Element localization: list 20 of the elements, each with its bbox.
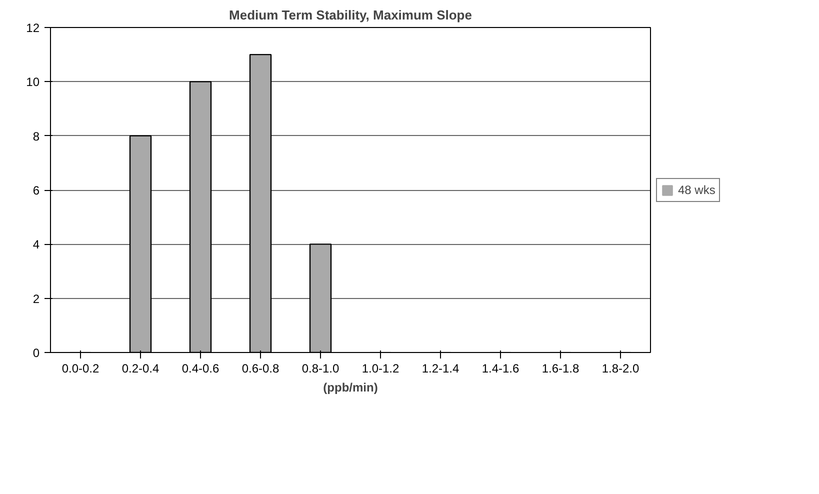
chart-title: Medium Term Stability, Maximum Slope xyxy=(229,8,472,22)
x-tick-label: 1.2-1.4 xyxy=(422,362,460,376)
x-axis-title: (ppb/min) xyxy=(323,380,378,394)
legend-label: 48 wks xyxy=(678,182,716,196)
y-tick-label: 8 xyxy=(32,129,40,144)
x-tick-label: 1.0-1.2 xyxy=(362,362,400,376)
y-tick-label: 0 xyxy=(32,346,40,360)
y-tick-label: 6 xyxy=(32,184,40,198)
y-tick-label: 10 xyxy=(26,75,40,90)
x-tick-label: 1.8-2.0 xyxy=(602,362,640,376)
x-tick-label: 1.4-1.6 xyxy=(482,362,520,376)
x-tick-label: 1.6-1.8 xyxy=(542,362,580,376)
x-tick-label: 0.6-0.8 xyxy=(242,362,280,376)
x-tick-label: 0.8-1.0 xyxy=(302,362,340,376)
x-tick-label: 0.0-0.2 xyxy=(62,362,100,376)
y-tick-label: 12 xyxy=(26,21,40,35)
y-tick-label: 2 xyxy=(32,292,40,306)
x-tick-label: 0.2-0.4 xyxy=(122,362,160,376)
x-tick-label: 0.4-0.6 xyxy=(182,362,220,376)
y-tick-label: 4 xyxy=(32,238,40,252)
